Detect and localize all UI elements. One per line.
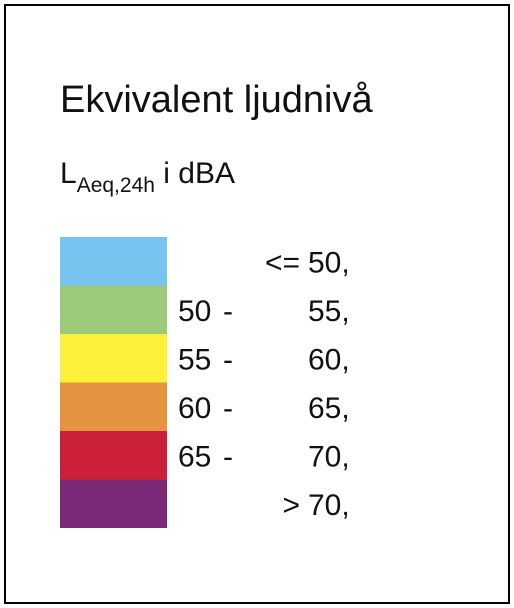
subtitle-subscript: Aeq,24h <box>77 174 155 197</box>
range-low: 50 <box>178 295 211 328</box>
range-separator: - <box>223 295 233 328</box>
range-operator: <= <box>265 246 300 279</box>
legend-swatch <box>60 431 167 480</box>
range-low: 55 <box>178 343 211 376</box>
range-operator: > <box>282 489 300 522</box>
legend-swatch <box>60 334 167 383</box>
legend-subtitle: LAeq,24h i dBA <box>60 157 235 197</box>
subtitle-unit: i dBA <box>155 157 235 190</box>
subtitle-symbol: L <box>60 157 77 190</box>
legend-swatch <box>60 382 167 431</box>
legend-title: Ekvivalent ljudnivå <box>60 79 373 121</box>
range-high: 70, <box>308 489 350 522</box>
range-separator: - <box>223 392 233 425</box>
range-separator: - <box>223 343 233 376</box>
range-low: 60 <box>178 392 211 425</box>
range-low: 65 <box>178 440 211 473</box>
range-high: 70, <box>308 440 350 473</box>
range-high: 50, <box>308 246 350 279</box>
range-high: 55, <box>308 295 350 328</box>
legend-swatch <box>60 237 167 286</box>
range-high: 65, <box>308 392 350 425</box>
range-separator: - <box>223 440 233 473</box>
legend-swatch <box>60 285 167 334</box>
legend-swatch <box>60 479 167 528</box>
range-high: 60, <box>308 343 350 376</box>
